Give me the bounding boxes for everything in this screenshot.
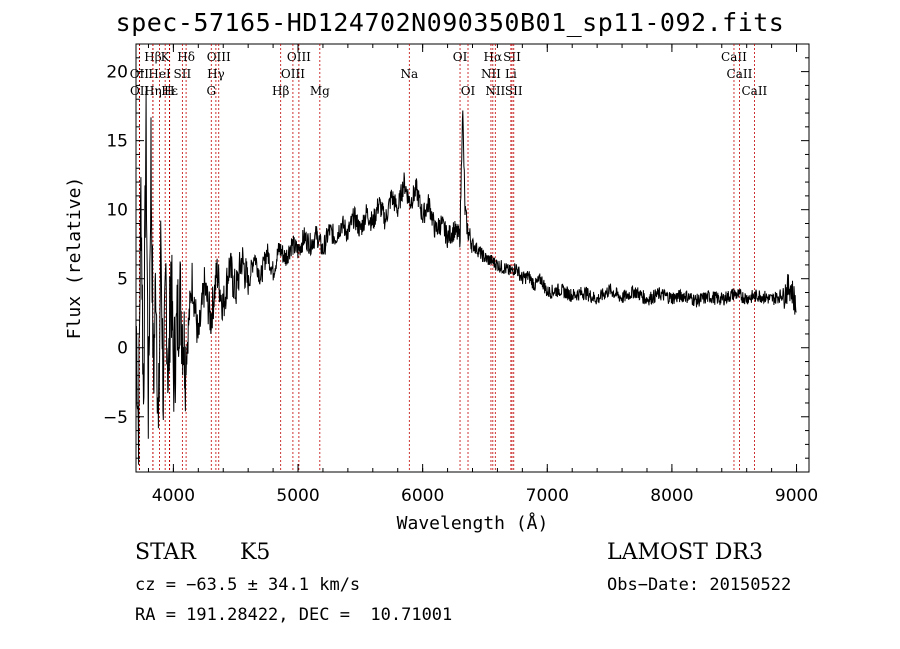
x-tick-label-1: 5000 <box>276 486 319 506</box>
obs-date: Obs−Date: 20150522 <box>607 575 792 595</box>
line-label-16: Li <box>505 67 517 81</box>
line-label-22: G <box>206 84 216 98</box>
object-subclass: K5 <box>240 540 271 565</box>
line-label-18: OII <box>130 84 150 98</box>
x-tick-label-4: 8000 <box>650 486 693 506</box>
line-label-23: Hβ <box>272 84 289 98</box>
x-tick-label-3: 7000 <box>526 486 569 506</box>
line-label-20: Hη <box>144 84 162 98</box>
x-tick-label-5: 9000 <box>775 486 818 506</box>
survey-name: LAMOST DR3 <box>607 540 763 565</box>
line-label-4: OIII <box>287 50 311 64</box>
plot-frame <box>135 43 810 473</box>
line-label-8: CaII <box>721 50 747 64</box>
line-label-7: SII <box>503 50 521 64</box>
x-tick-label-2: 6000 <box>401 486 444 506</box>
y-tick-label-5: −5 <box>103 408 128 428</box>
line-label-6: Hα <box>484 50 503 64</box>
line-label-15: NII <box>481 67 501 81</box>
object-class: STAR <box>135 540 196 565</box>
y-tick-label-3: 5 <box>117 270 128 290</box>
line-label-27: SII <box>505 84 523 98</box>
line-label-1: K <box>161 50 171 64</box>
spectrum-line <box>135 90 797 465</box>
line-label-21: H <box>164 84 174 98</box>
line-label-24: Mg <box>310 84 330 98</box>
line-label-5: OI <box>453 50 468 64</box>
line-label-2: Hδ <box>177 50 195 64</box>
line-label-25: OI <box>461 84 476 98</box>
y-tick-label-2: 10 <box>106 201 128 221</box>
x-axis-label: Wavelength (Å) <box>397 512 549 534</box>
line-label-13: OIII <box>281 67 305 81</box>
line-label-19: Hε <box>161 84 178 98</box>
y-tick-label-1: 15 <box>106 132 128 152</box>
y-tick-label-4: 0 <box>117 339 128 359</box>
line-label-28: CaII <box>741 84 767 98</box>
y-axis-label: Flux (relative) <box>64 177 85 340</box>
y-tick-label-0: 20 <box>106 63 128 83</box>
line-label-12: Hγ <box>207 67 225 81</box>
x-tick-label-0: 4000 <box>152 486 195 506</box>
chart-title: spec-57165-HD124702N090350B01_sp11-092.f… <box>115 8 785 37</box>
line-label-11: SII <box>174 67 192 81</box>
line-label-3: OIII <box>207 50 231 64</box>
line-label-17: CaII <box>727 67 753 81</box>
line-label-14: Na <box>400 67 418 81</box>
line-label-10: HeI <box>148 67 171 81</box>
coordinates: RA = 191.28422, DEC = 10.71001 <box>135 605 453 625</box>
line-label-26: NII <box>485 84 505 98</box>
redshift-info: cz = −63.5 ± 34.1 km/s <box>135 575 361 595</box>
